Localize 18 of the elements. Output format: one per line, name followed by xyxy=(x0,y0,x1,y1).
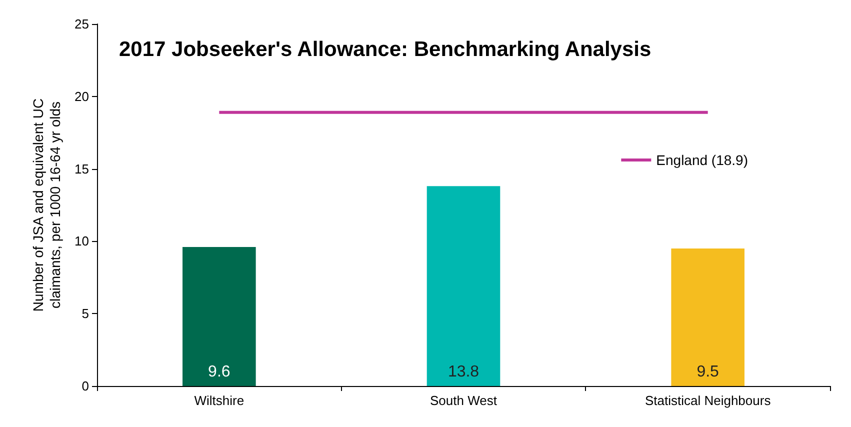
bar xyxy=(182,246,256,386)
bar xyxy=(426,186,500,386)
text: 2017 Jobseeker's Allowance: Benchmarking Analysis xyxy=(119,38,652,61)
x-tick-label: Statistical Neighbours xyxy=(644,393,772,408)
y-tick-label: 25 xyxy=(74,16,89,32)
data-label: 9.5 xyxy=(696,364,720,380)
x-tick-label: Wiltshire xyxy=(194,393,244,408)
bar xyxy=(671,248,744,386)
y-tick-label: 10 xyxy=(74,234,89,249)
legend-label: England (18.9) xyxy=(656,152,748,168)
y-tick-label: 15 xyxy=(74,161,89,176)
y-axis-title: Number of JSA and equivalent UC claimants, per 1000 16-64 yr olds xyxy=(30,98,64,312)
data-label: 13.8 xyxy=(448,364,480,380)
data-label: 9.6 xyxy=(208,364,230,380)
x-tick-label: South West xyxy=(430,393,498,408)
y-tick-label: 0 xyxy=(82,378,89,394)
y-tick-label: 20 xyxy=(74,88,89,104)
y-tick-label: 5 xyxy=(82,306,89,322)
